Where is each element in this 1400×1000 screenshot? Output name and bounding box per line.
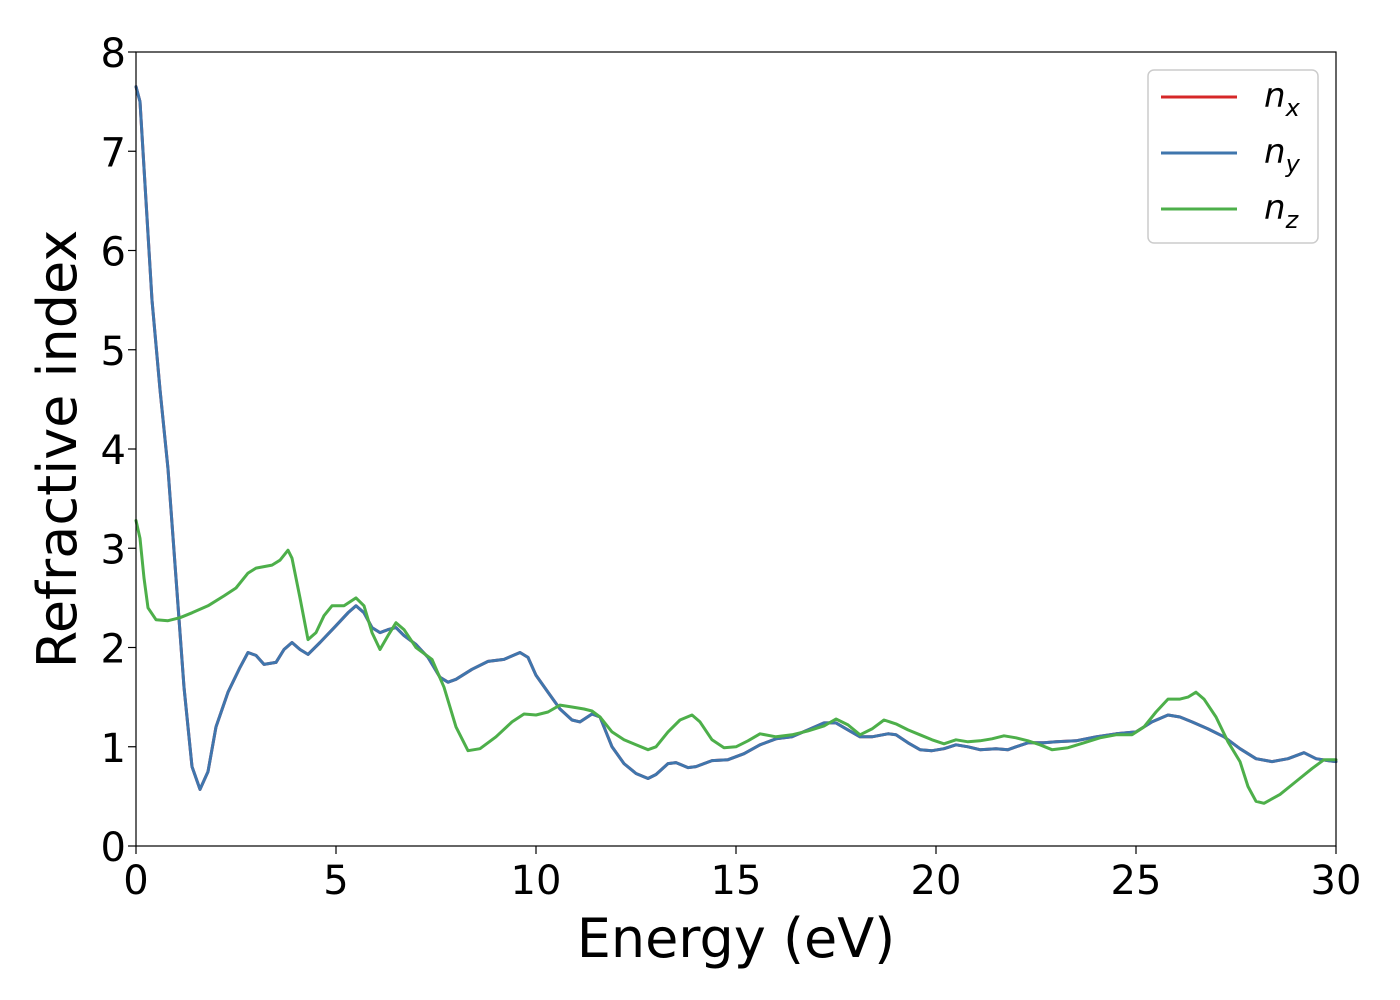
legend-label-nz: nz bbox=[1264, 188, 1300, 234]
x-axis-label: Energy (eV) bbox=[577, 907, 896, 970]
y-tick-label: 6 bbox=[101, 230, 126, 276]
x-tick-label: 30 bbox=[1311, 858, 1362, 904]
x-tick-label: 25 bbox=[1111, 858, 1162, 904]
legend-label-ny: ny bbox=[1264, 132, 1301, 178]
legend-box bbox=[1147, 69, 1319, 244]
x-tick-label: 0 bbox=[123, 858, 148, 904]
x-tick-label: 10 bbox=[511, 858, 562, 904]
legend: nx ny nz bbox=[1147, 69, 1319, 244]
plot-area bbox=[136, 52, 1336, 846]
y-tick-label: 2 bbox=[101, 627, 126, 673]
y-tick-label: 3 bbox=[101, 527, 126, 573]
series-line-ny bbox=[134, 85, 1338, 791]
y-tick-label: 0 bbox=[101, 825, 126, 871]
y-tick-label: 8 bbox=[101, 31, 126, 77]
series-line-nz bbox=[134, 519, 1338, 805]
x-tick-label: 15 bbox=[711, 858, 762, 904]
y-tick-label: 5 bbox=[101, 329, 126, 375]
y-tick-label: 4 bbox=[101, 428, 126, 474]
y-axis-label: Refractive index bbox=[26, 230, 89, 669]
x-tick-label: 5 bbox=[323, 858, 348, 904]
ticks-layer: 0 5 10 15 20 25 30 0 1 2 3 4 5 6 7 8 bbox=[101, 31, 1362, 904]
series-layer bbox=[134, 85, 1338, 805]
y-tick-label: 7 bbox=[101, 130, 126, 176]
legend-label-nx: nx bbox=[1264, 76, 1301, 122]
x-tick-label: 20 bbox=[911, 858, 962, 904]
y-tick-label: 1 bbox=[101, 726, 126, 772]
